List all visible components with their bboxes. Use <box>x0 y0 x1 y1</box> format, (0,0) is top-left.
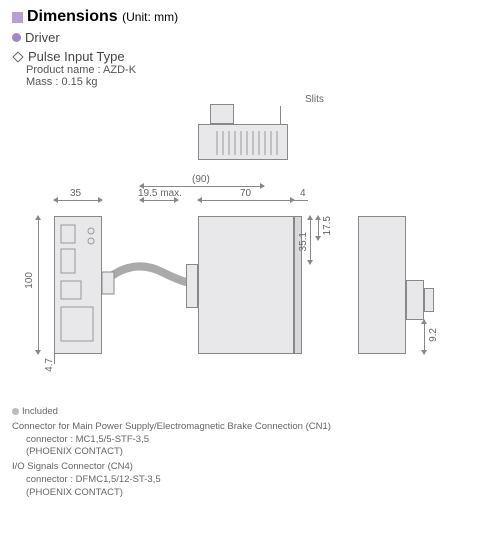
slits-icon <box>199 125 289 161</box>
rear-connector-box <box>406 280 424 320</box>
product-label: Product name : <box>26 64 101 76</box>
slits-leader-line <box>280 106 281 124</box>
mass-label: Mass : <box>26 76 58 88</box>
dim-4-line <box>294 200 308 201</box>
product-row: Product name : AZD-K <box>26 64 488 76</box>
main-title: Dimensions (Unit: mm) <box>27 8 178 26</box>
mass-value: 0.15 kg <box>61 76 97 88</box>
dim-70-text: 70 <box>240 188 251 199</box>
section-label: Driver <box>25 30 60 45</box>
rear-connector-tip <box>424 288 434 312</box>
rear-view-box <box>358 216 406 354</box>
circle-bullet-icon <box>12 33 21 42</box>
technical-diagram: Slits 35 (90) 19.5 max. 70 4 100 4.7 17.… <box>0 92 500 402</box>
dim-195-text: 19.5 max. <box>138 188 182 199</box>
dim-92-line <box>424 320 425 354</box>
top-connector-box <box>210 104 234 124</box>
cn4-connector: connector : DFMC1,5/12-ST-3,5 <box>26 474 488 487</box>
dim-100-line <box>38 216 39 354</box>
dim-351-line <box>310 216 311 264</box>
dim-195-line <box>140 200 178 201</box>
included-row: Included <box>12 406 488 419</box>
front-view-box <box>54 216 102 354</box>
section-row: Driver <box>12 30 488 45</box>
front-panel-icon <box>55 217 103 355</box>
product-name: AZD-K <box>103 64 136 76</box>
cn1-title: Connector for Main Power Supply/Electrom… <box>12 421 488 434</box>
dim-35-text: 35 <box>70 188 81 199</box>
square-bullet-icon <box>12 12 23 23</box>
dim-100-text: 100 <box>24 272 35 289</box>
mass-row: Mass : 0.15 kg <box>26 76 488 88</box>
cn4-title: I/O Signals Connector (CN4) <box>12 461 488 474</box>
dim-351-text: 35.1 <box>298 232 309 251</box>
unit-label: (Unit: mm) <box>122 10 178 24</box>
dim-70-line <box>198 200 294 201</box>
cn1-connector: connector : MC1,5/5-STF-3,5 <box>26 434 488 447</box>
top-slits-box <box>198 124 288 160</box>
header: Dimensions (Unit: mm) Driver Pulse Input… <box>0 0 500 92</box>
cn4-manufacturer: (PHOENIX CONTACT) <box>26 487 488 500</box>
side-view-box <box>198 216 294 354</box>
cn1-manufacturer: (PHOENIX CONTACT) <box>26 446 488 459</box>
dim-175-line <box>318 216 319 240</box>
footer-notes: Included Connector for Main Power Supply… <box>0 402 500 504</box>
grey-bullet-icon <box>12 408 19 415</box>
subtype-row: Pulse Input Type <box>12 49 488 64</box>
side-connector-box <box>186 264 198 308</box>
dim-92-text: 9.2 <box>428 328 439 342</box>
slits-label: Slits <box>305 94 324 105</box>
dim-47-line <box>54 354 55 364</box>
dim-175-text: 17.5 <box>322 216 333 235</box>
included-label: Included <box>22 406 58 417</box>
dim-35-line <box>54 200 102 201</box>
diamond-bullet-icon <box>12 51 23 62</box>
dim-4-text: 4 <box>300 188 306 199</box>
subtype-label: Pulse Input Type <box>28 49 125 64</box>
title-row: Dimensions (Unit: mm) <box>12 8 488 26</box>
dim-90-line <box>140 186 264 187</box>
dim-90-text: (90) <box>192 174 210 185</box>
